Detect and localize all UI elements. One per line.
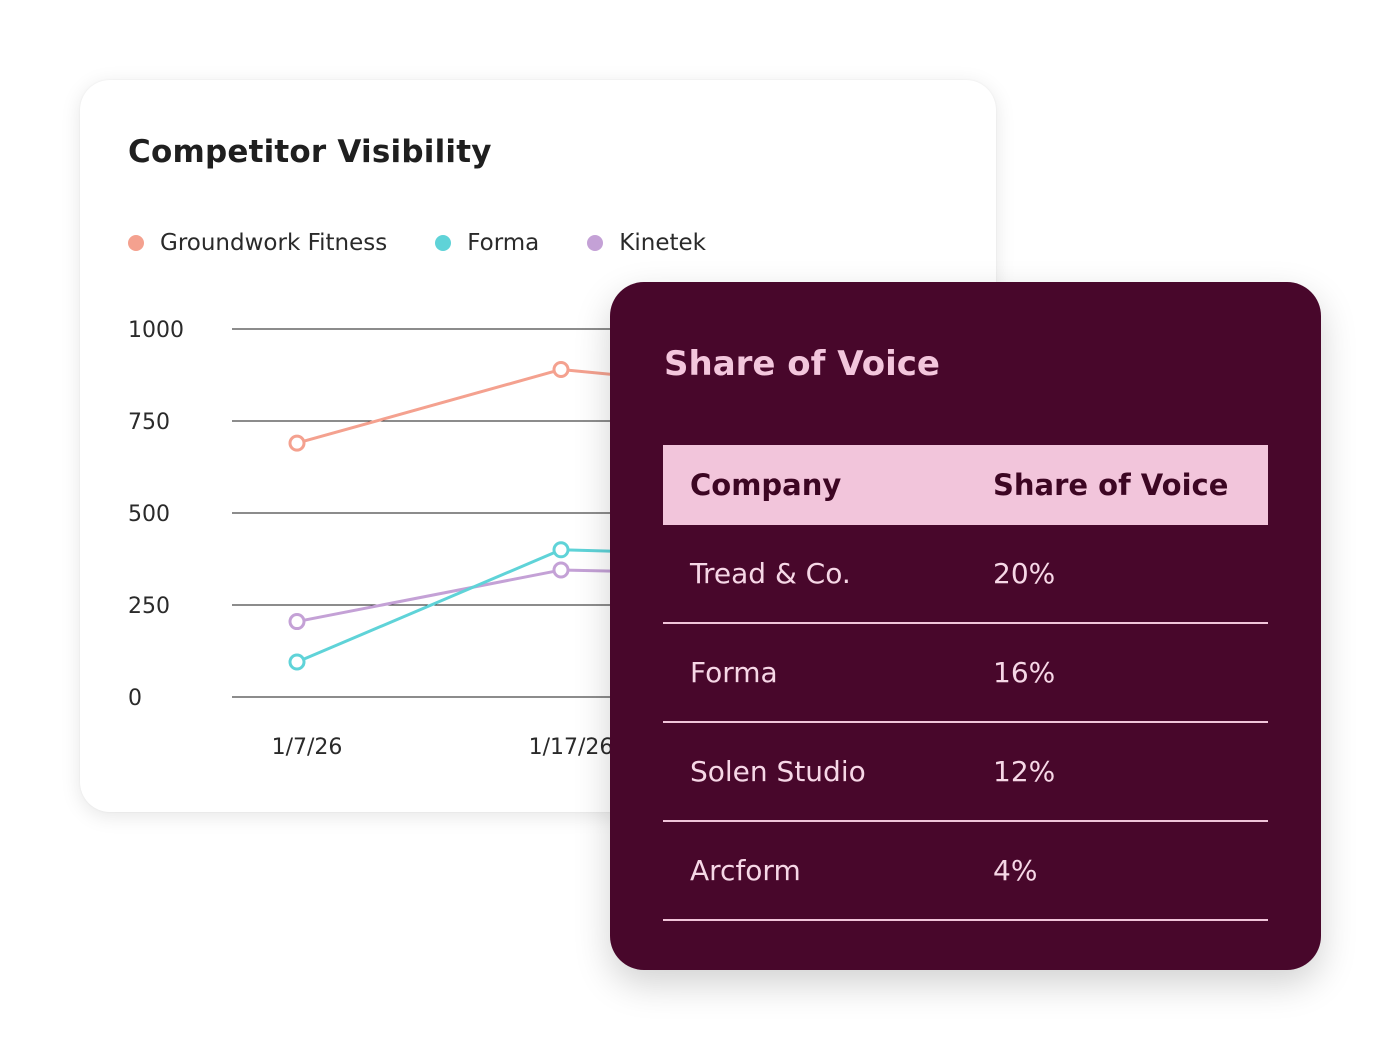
x-tick-label: 1/17/26 — [529, 735, 614, 760]
company-cell: Forma — [690, 656, 778, 689]
y-tick-label: 1000 — [128, 318, 184, 343]
y-tick-label: 0 — [128, 686, 142, 711]
y-tick-label: 500 — [128, 502, 170, 527]
x-tick-label: 1/7/26 — [272, 735, 343, 760]
company-cell: Tread & Co. — [690, 557, 851, 590]
legend-label: Groundwork Fitness — [160, 230, 388, 256]
legend-dot-icon — [587, 235, 604, 251]
sov-table: Company Share of Voice Tread & Co. 20% F… — [663, 445, 1268, 921]
chart-title: Competitor Visibility — [128, 134, 492, 170]
legend-item-kinetek[interactable]: Kinetek — [587, 230, 706, 256]
legend-dot-icon — [128, 235, 144, 251]
table-row: Arcform 4% — [663, 822, 1268, 921]
legend-label: Forma — [467, 230, 540, 256]
data-point — [288, 653, 306, 671]
table-row: Solen Studio 12% — [663, 723, 1268, 822]
y-tick-label: 750 — [128, 410, 170, 435]
table-header-row: Company Share of Voice — [663, 445, 1268, 525]
chart-legend: Groundwork Fitness Forma Kinetek — [128, 230, 754, 256]
table-row: Tread & Co. 20% — [663, 525, 1268, 624]
sov-title: Share of Voice — [664, 344, 940, 384]
column-header-company: Company — [690, 468, 842, 502]
share-cell: 12% — [993, 755, 1056, 788]
column-header-share: Share of Voice — [993, 468, 1229, 502]
legend-label: Kinetek — [619, 230, 706, 256]
table-row: Forma 16% — [663, 624, 1268, 723]
y-tick-label: 250 — [128, 594, 170, 619]
data-point — [288, 613, 306, 631]
legend-dot-icon — [435, 235, 452, 251]
share-cell: 16% — [993, 656, 1056, 689]
share-cell: 4% — [993, 854, 1038, 887]
legend-item-forma[interactable]: Forma — [435, 230, 539, 256]
legend-item-groundwork-fitness[interactable]: Groundwork Fitness — [128, 230, 387, 256]
share-of-voice-card: Share of Voice Company Share of Voice Tr… — [610, 282, 1321, 970]
company-cell: Arcform — [690, 854, 801, 887]
company-cell: Solen Studio — [690, 755, 866, 788]
data-point — [288, 434, 306, 452]
data-point — [552, 360, 570, 378]
share-cell: 20% — [993, 557, 1056, 590]
data-point — [552, 561, 570, 579]
data-point — [552, 541, 570, 559]
